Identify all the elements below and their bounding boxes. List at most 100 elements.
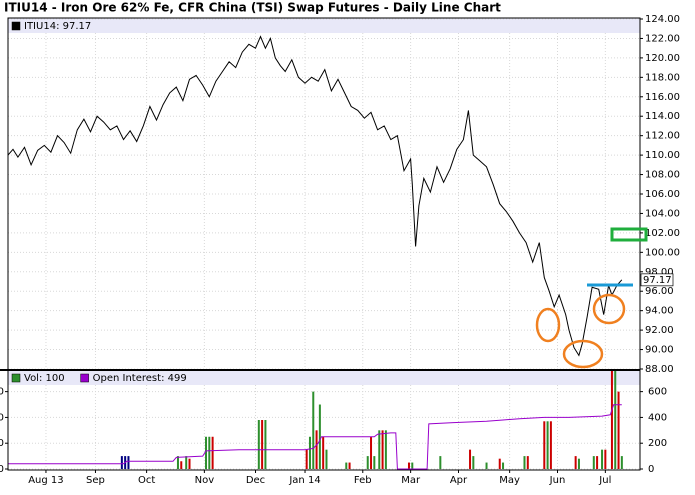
y-tick-label: 104.00: [645, 208, 680, 219]
volume-bar: [348, 462, 351, 469]
chart-title: ITIU14 - Iron Ore 62% Fe, CFR China (TSI…: [4, 1, 501, 15]
volume-bar: [610, 371, 613, 469]
volume-bar: [574, 456, 577, 469]
volume-bar: [502, 462, 505, 469]
y-tick-label: 122.00: [645, 33, 680, 44]
volume-legend-strip: [8, 371, 640, 385]
line-series: [7, 35, 623, 357]
legend-text: :: [161, 373, 168, 384]
x-tick-label: Dec: [246, 475, 265, 486]
volume-bar: [185, 456, 188, 469]
legend-text: ITIU14: [24, 21, 56, 32]
last-value-box: [640, 273, 674, 287]
y2-tick-label: 400: [648, 412, 667, 423]
volume-bar: [176, 456, 179, 469]
volume-bar: [366, 456, 369, 469]
x-tick-label: Jan 14: [288, 475, 320, 486]
volume-bar: [596, 456, 599, 469]
y-tick-label: 116.00: [645, 92, 680, 103]
y-tick-label: 94.00: [645, 306, 674, 317]
y2-tick-label: 600: [648, 387, 667, 398]
volume-bar: [543, 421, 546, 469]
legend-text: Vol: [24, 373, 39, 384]
volume-bar: [411, 462, 414, 469]
y2-tick-label: 0: [648, 464, 654, 475]
legend-text: Open Interest: [93, 373, 162, 384]
volume-bar: [325, 449, 328, 469]
legend-text: 97.17: [63, 21, 92, 32]
volume-bar: [322, 436, 325, 469]
volume-bar: [264, 420, 267, 469]
annotation-circle: [592, 293, 626, 325]
x-tick-label: Jul: [598, 475, 611, 486]
volume-bar: [208, 436, 211, 469]
price-legend-strip: [8, 18, 640, 33]
legend-text: :: [56, 21, 63, 32]
volume-bar: [188, 458, 191, 469]
volume-bar: [469, 449, 472, 469]
volume-bar: [498, 458, 501, 469]
volume-bar: [373, 456, 376, 469]
volume-bar: [592, 456, 595, 469]
legend-label: Vol: 100: [24, 373, 65, 384]
x-tick-label: Jun: [549, 475, 566, 486]
x-tick-label: Nov: [195, 475, 215, 486]
y-tick-label: 108.00: [645, 170, 680, 181]
volume-bar: [407, 462, 410, 469]
x-tick-label: Sep: [86, 475, 105, 486]
y-tick-label: 88.00: [645, 364, 674, 375]
legend-swatch: [11, 21, 21, 31]
y-tick-label: 600: [0, 387, 4, 398]
volume-bar: [546, 421, 549, 469]
legend-label: Open Interest: 499: [93, 373, 187, 384]
annotation-box: [610, 227, 648, 242]
y-tick-label: 114.00: [645, 111, 680, 122]
volume-bar: [308, 436, 311, 469]
legend-text: :: [39, 373, 46, 384]
volume-bar: [318, 404, 321, 469]
volume-bar: [381, 430, 384, 469]
volume-bar: [312, 391, 315, 469]
volume-bar: [526, 456, 529, 469]
frame: [7, 17, 641, 471]
y-tick-label: 106.00: [645, 189, 680, 200]
last-value-label: 97.17: [643, 275, 672, 286]
volume-bar: [614, 371, 617, 469]
volume-bar: [211, 436, 214, 469]
volume-bar: [378, 430, 381, 469]
volume-bar: [257, 420, 260, 469]
volume-bar: [620, 456, 623, 469]
volume-bar: [549, 421, 552, 469]
volume-bar: [601, 449, 604, 469]
y-tick-label: 98.00: [645, 267, 674, 278]
y-tick-label: 0: [0, 464, 4, 475]
y-tick-label: 92.00: [645, 325, 674, 336]
y-tick-label: 118.00: [645, 72, 680, 83]
volume-bar: [180, 461, 183, 469]
x-tick-label: Feb: [354, 475, 372, 486]
legend-text: 499: [168, 373, 187, 384]
volume-bar: [120, 456, 123, 469]
volume-bar: [617, 391, 620, 469]
legend-swatch: [11, 373, 21, 383]
annotation-circle: [535, 307, 561, 343]
volume-bar: [604, 449, 607, 469]
volume-bar: [577, 458, 580, 469]
y2-tick-label: 200: [648, 438, 667, 449]
y-tick-label: 90.00: [645, 345, 674, 356]
volume-bar: [261, 420, 264, 469]
volume-bar: [345, 462, 348, 469]
x-tick-label: May: [499, 475, 520, 486]
volume-bar: [315, 430, 318, 469]
y-tick-label: 124.00: [645, 14, 680, 25]
volume-bar: [305, 449, 308, 469]
y-tick-label: 110.00: [645, 150, 680, 161]
x-tick-label: Aug 13: [28, 475, 63, 486]
volume-bar: [523, 456, 526, 469]
line-series: [8, 404, 622, 470]
legend-swatch: [80, 373, 89, 383]
annotation-circle: [562, 339, 604, 369]
y-tick-label: 120.00: [645, 53, 680, 64]
legend-label: ITIU14: 97.17: [24, 21, 91, 32]
